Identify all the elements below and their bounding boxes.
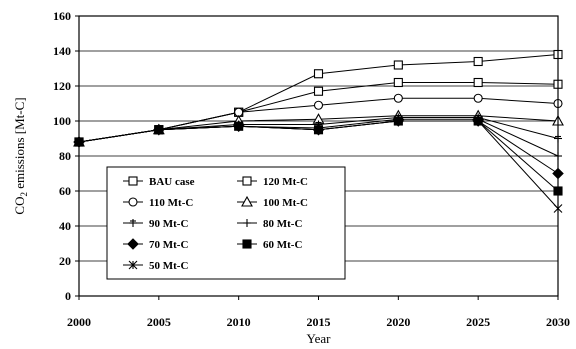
x-axis-ticks: 2000 2005 2010 2015 2020 2025 2030 [67,296,570,329]
data-point-marker [473,93,483,103]
data-point-marker [154,125,164,135]
data-point-marker [393,116,403,126]
legend-item: 70 Mt-C [123,238,188,251]
y-tick-label: 80 [59,149,71,163]
x-tick-label: 2030 [546,315,570,329]
data-point-marker [473,116,483,126]
legend-item: 60 Mt-C [237,239,302,251]
legend-item: 90 Mt-C [123,218,188,230]
data-point-marker [127,238,139,250]
x-tick-label: 2015 [307,315,331,329]
data-point-marker [393,93,403,103]
legend-label: 70 Mt-C [149,239,188,251]
x-tick-label: 2005 [147,315,171,329]
x-axis-label: Year [307,331,332,346]
legend-label: 60 Mt-C [263,239,302,251]
data-point-marker [313,86,324,96]
series-120-mt-c [74,77,563,147]
data-point-marker [473,77,483,88]
legend-label: 100 Mt-C [263,197,308,209]
data-point-marker [234,121,244,131]
legend-label: 90 Mt-C [149,218,188,230]
y-tick-label: 140 [53,44,71,58]
y-axis-label-units: emissions [Mt-C] [12,97,27,192]
y-axis-label-subscript: 2 [19,192,29,197]
y-tick-label: 60 [59,184,71,198]
y-tick-label: 0 [65,289,71,303]
legend-item: BAU case [123,176,195,188]
y-tick-label: 20 [59,254,71,268]
data-point-marker [241,195,253,207]
legend-label: 120 Mt-C [263,176,308,188]
x-tick-label: 2010 [227,315,251,329]
data-point-marker [313,69,324,79]
data-point-marker [128,260,138,270]
data-point-marker [393,60,403,70]
y-tick-label: 120 [53,79,71,93]
data-point-marker [314,125,323,135]
y-tick-label: 100 [53,114,71,128]
y-axis-label: CO2 emissions [Mt-C] [12,97,29,214]
legend-item: 80 Mt-C [237,218,302,230]
legend-label: 110 Mt-C [149,197,193,209]
legend-label: 50 Mt-C [149,260,188,272]
legend-item: 50 Mt-C [123,260,188,272]
data-point-marker [128,197,138,207]
series-layer [73,49,564,213]
data-point-marker [313,100,324,110]
x-tick-label: 2000 [67,315,91,329]
data-point-marker [393,77,403,88]
y-tick-label: 160 [53,9,71,23]
legend-item: 120 Mt-C [237,176,308,188]
data-point-marker [243,219,251,227]
y-tick-label: 40 [59,219,71,233]
legend-item: 100 Mt-C [237,195,308,209]
legend: BAU case 120 Mt-C 110 Mt-C 100 Mt-C 90 Mt-C 8… [106,166,346,280]
data-point-marker [129,219,137,227]
legend-item: 110 Mt-C [123,197,193,209]
x-tick-label: 2025 [466,315,490,329]
y-axis-ticks: 0 20 40 60 80 100 120 140 160 [53,9,79,303]
data-point-marker [242,239,252,249]
y-axis-label-main: CO [12,197,27,215]
x-tick-label: 2020 [386,315,410,329]
legend-label: BAU case [149,176,195,188]
data-point-marker [242,176,252,186]
data-point-marker [128,176,138,186]
legend-box [106,166,346,280]
legend-label: 80 Mt-C [263,218,302,230]
data-point-marker [473,56,483,67]
